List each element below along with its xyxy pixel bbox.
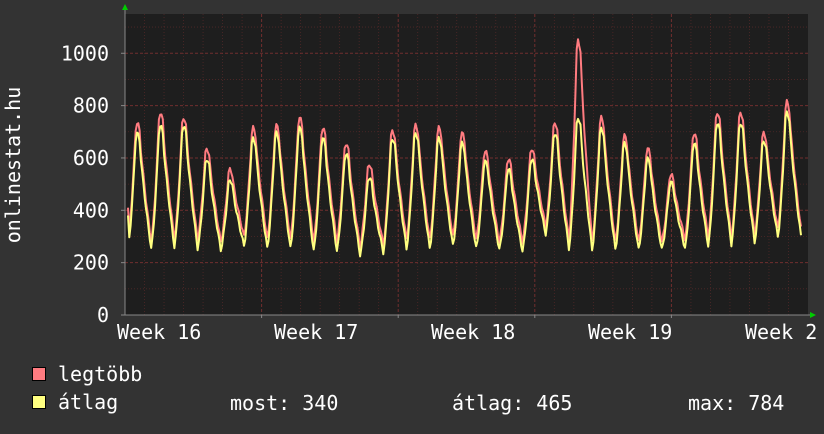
axes xyxy=(121,4,816,318)
y-tick-label: 0 xyxy=(97,303,109,327)
y-tick-label: 800 xyxy=(73,94,109,118)
x-tick-label: Week 19 xyxy=(588,320,672,344)
x-tick-label: Week 16 xyxy=(117,320,201,344)
legend-item-legtobb: legtöbb xyxy=(32,362,143,386)
legend-item-atlag: átlag xyxy=(32,390,119,414)
y-tick-label: 1000 xyxy=(61,41,109,65)
legend-label-atlag: átlag xyxy=(58,390,119,414)
legend-swatch-atlag xyxy=(32,395,46,409)
y-axis-label: onlinestat.hu xyxy=(1,87,25,244)
stat-max: max: 784 xyxy=(688,391,785,415)
series-layer xyxy=(127,38,802,258)
x-tick-label: Week 18 xyxy=(431,320,515,344)
x-tick-label: Week 2 xyxy=(745,320,817,344)
y-tick-label: 200 xyxy=(73,251,109,275)
x-tick-label: Week 17 xyxy=(274,320,358,344)
stat-most: most: 340 xyxy=(230,391,339,415)
stat-atlag: átlag: 465 xyxy=(452,391,573,415)
legend-swatch-legtobb xyxy=(32,367,46,381)
x-axis-arrow xyxy=(810,312,816,318)
y-tick-label: 600 xyxy=(73,146,109,170)
y-axis-arrow xyxy=(122,4,128,10)
tick-labels: 0 200 400 600 800 1000 Week 16 Week 17 Week 18 We… xyxy=(61,41,817,344)
series-line-atlag xyxy=(127,110,802,258)
y-tick-label: 400 xyxy=(73,198,109,222)
legend-label-legtobb: legtöbb xyxy=(58,362,143,386)
